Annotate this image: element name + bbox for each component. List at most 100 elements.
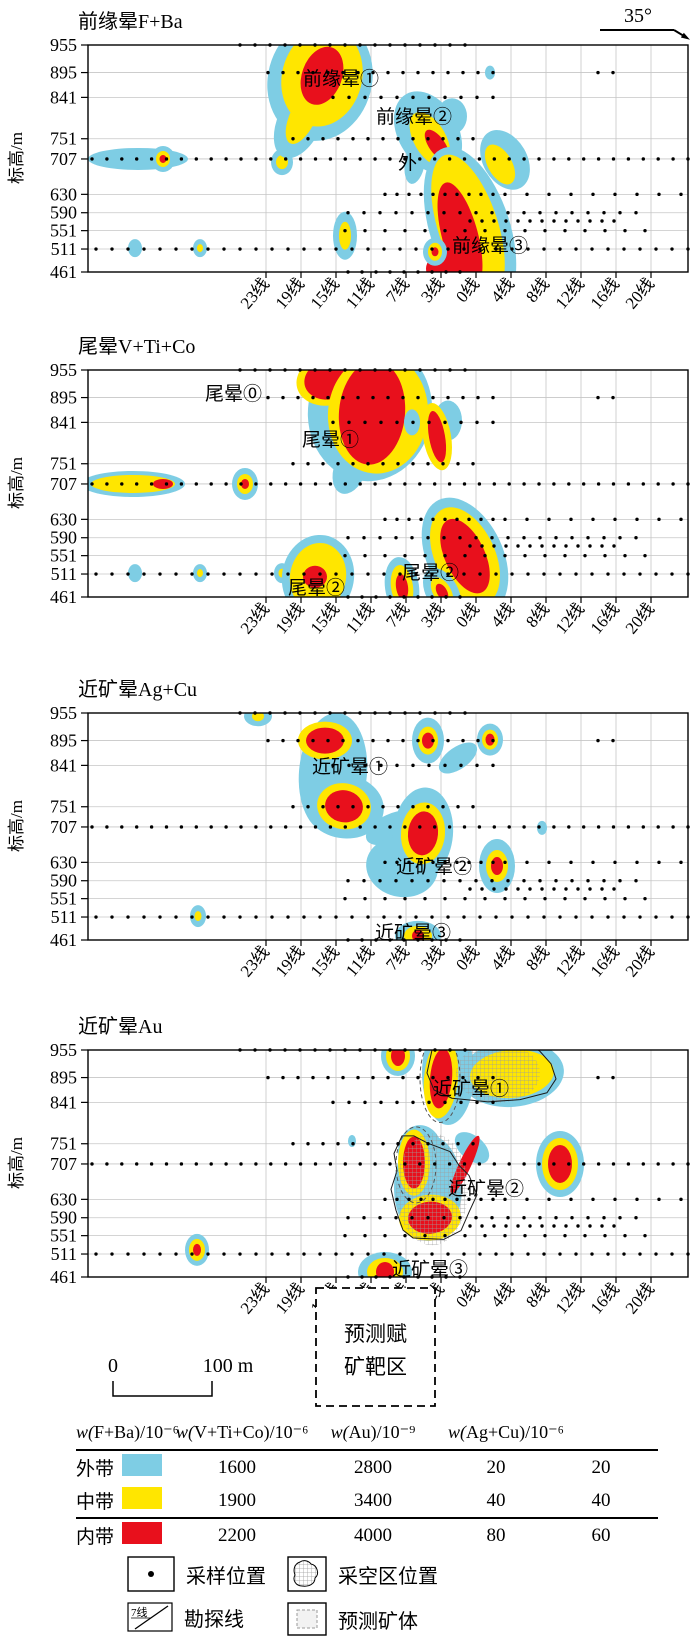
anomaly-label: 近矿晕①: [312, 756, 388, 778]
line-tick-label: 19线: [272, 599, 308, 637]
mined-out-area: [456, 1050, 540, 1103]
inner-au-value: 80: [486, 1524, 506, 1546]
panel-title: 近矿晕Ag+Cu: [78, 678, 197, 701]
band-label-middle: 中带: [76, 1492, 115, 1513]
anomaly-label: 外: [398, 152, 417, 174]
line-tick-label: 0线: [452, 942, 483, 974]
target-box-text-line1: 预测赋: [344, 1322, 407, 1346]
line-tick-label: 8线: [522, 274, 553, 306]
elevation-tick-label: 707: [50, 1154, 77, 1174]
line-tick-label: 20线: [622, 599, 658, 637]
line-tick-label: 7线: [382, 942, 413, 974]
legend-row-outer: 外带 1600 2800 20 20: [76, 1451, 658, 1484]
line-tick-label: 0线: [452, 274, 483, 306]
elevation-tick-label: 461: [50, 587, 77, 607]
elevation-tick-label: 751: [50, 797, 77, 817]
legend-item-exploration-line: 7线 勘探线: [127, 1602, 244, 1632]
elevation-tick-label: 630: [50, 852, 77, 872]
anomaly-label: 近矿晕②: [396, 856, 472, 878]
elevation-tick-label: 841: [50, 412, 77, 432]
header-v-ti-co: w(V+Ti+Co)/10⁻⁶: [176, 1422, 309, 1442]
line-tick-label: 12线: [552, 1279, 588, 1317]
elevation-tick-label: 841: [50, 755, 77, 775]
elevation-tick-label: 511: [51, 239, 77, 259]
scale-length-label: 100 m: [203, 1355, 254, 1377]
mined-out-outline: [390, 1135, 478, 1240]
line-tick-label: 16线: [587, 942, 623, 980]
line-tick-label: 16线: [587, 599, 623, 637]
elevation-tick-label: 590: [50, 203, 77, 223]
elevation-axis-title: 标高/m: [7, 457, 26, 509]
anomaly-label: 尾晕①: [302, 429, 359, 451]
legend-row-middle: 中带 1900 3400 40 40: [76, 1484, 658, 1517]
outer-au-value: 20: [486, 1456, 506, 1478]
line-tick-label: 20线: [622, 1279, 658, 1317]
line-tick-label: 20线: [622, 942, 658, 980]
target-box-text-line2: 矿靶区: [344, 1355, 407, 1379]
anomaly-label: 近矿晕③: [375, 922, 451, 944]
inner-band-swatch: [122, 1522, 162, 1544]
line-tick-label: 7线: [382, 599, 413, 631]
elevation-tick-label: 551: [50, 889, 77, 909]
anomaly-contours: [190, 713, 547, 940]
anomaly-label: 尾晕②: [288, 577, 345, 599]
line-tick-label: 19线: [272, 274, 308, 312]
anomaly-label: 尾晕②: [402, 562, 459, 584]
elevation-tick-label: 551: [50, 1226, 77, 1246]
line-tick-label: 4线: [487, 274, 518, 306]
middle-v-ti-co-value: 3400: [354, 1489, 392, 1511]
legend-item-mined-out-area: 采空区位置: [287, 1556, 438, 1592]
elevation-tick-label: 707: [50, 474, 77, 494]
line-tick-label: 3线: [417, 599, 448, 631]
elevation-tick-label: 630: [50, 509, 77, 529]
elevation-tick-label: 630: [50, 1189, 77, 1209]
inner-f-ba-value: 2200: [218, 1524, 256, 1546]
line-tick-label: 11线: [342, 274, 378, 312]
line-tick-label: 8线: [522, 942, 553, 974]
plunge-angle-label: 35°: [624, 5, 652, 27]
elevation-tick-label: 751: [50, 1134, 77, 1154]
line-tick-label: 11线: [342, 942, 378, 980]
anomaly-contours: [185, 1050, 584, 1277]
elevation-tick-label: 707: [50, 149, 77, 169]
sample-points: [90, 1048, 690, 1279]
mined-out-outline: [426, 1050, 557, 1103]
anomaly-label: 近矿晕③: [392, 1258, 468, 1280]
anomaly-contours: [88, 45, 530, 272]
sample-point-icon: [127, 1556, 175, 1592]
line-tick-label: 23线: [237, 1279, 273, 1317]
panel-title: 尾晕V+Ti+Co: [78, 336, 195, 358]
elevation-tick-label: 590: [50, 871, 77, 891]
elevation-tick-label: 511: [51, 1244, 77, 1264]
anomaly-label: 前缘晕①: [303, 68, 379, 90]
band-label-inner: 内带: [76, 1527, 115, 1548]
elevation-tick-label: 955: [50, 360, 77, 380]
elevation-tick-label: 630: [50, 184, 77, 204]
sample-points: [90, 711, 690, 942]
elevation-axis-title: 标高/m: [7, 132, 26, 184]
line-tick-label: 4线: [487, 599, 518, 631]
elevation-tick-label: 590: [50, 528, 77, 548]
line-tick-label: 3线: [417, 274, 448, 306]
elevation-tick-label: 511: [51, 564, 77, 584]
panel-title: 近矿晕Au: [78, 1015, 162, 1038]
line-tick-label: 19线: [272, 1279, 308, 1317]
elevation-axis-title: 标高/m: [7, 1137, 26, 1189]
line-tick-label: 7线: [382, 274, 413, 306]
elevation-tick-label: 955: [50, 1040, 77, 1060]
line-tick-label: 15线: [307, 599, 343, 637]
elevation-tick-label: 551: [50, 221, 77, 241]
outer-v-ti-co-value: 2800: [354, 1456, 392, 1478]
line-tick-label: 16线: [587, 1279, 623, 1317]
line-tick-label: 23线: [237, 274, 273, 312]
line-tick-label: 15线: [307, 274, 343, 312]
line-tick-label: 20线: [622, 274, 658, 312]
middle-ag-cu-value: 40: [591, 1489, 611, 1511]
inner-ag-cu-value: 60: [591, 1524, 611, 1546]
elevation-tick-label: 955: [50, 35, 77, 55]
line-tick-label: 16线: [587, 274, 623, 312]
predicted-orebody-icon: [287, 1602, 327, 1636]
